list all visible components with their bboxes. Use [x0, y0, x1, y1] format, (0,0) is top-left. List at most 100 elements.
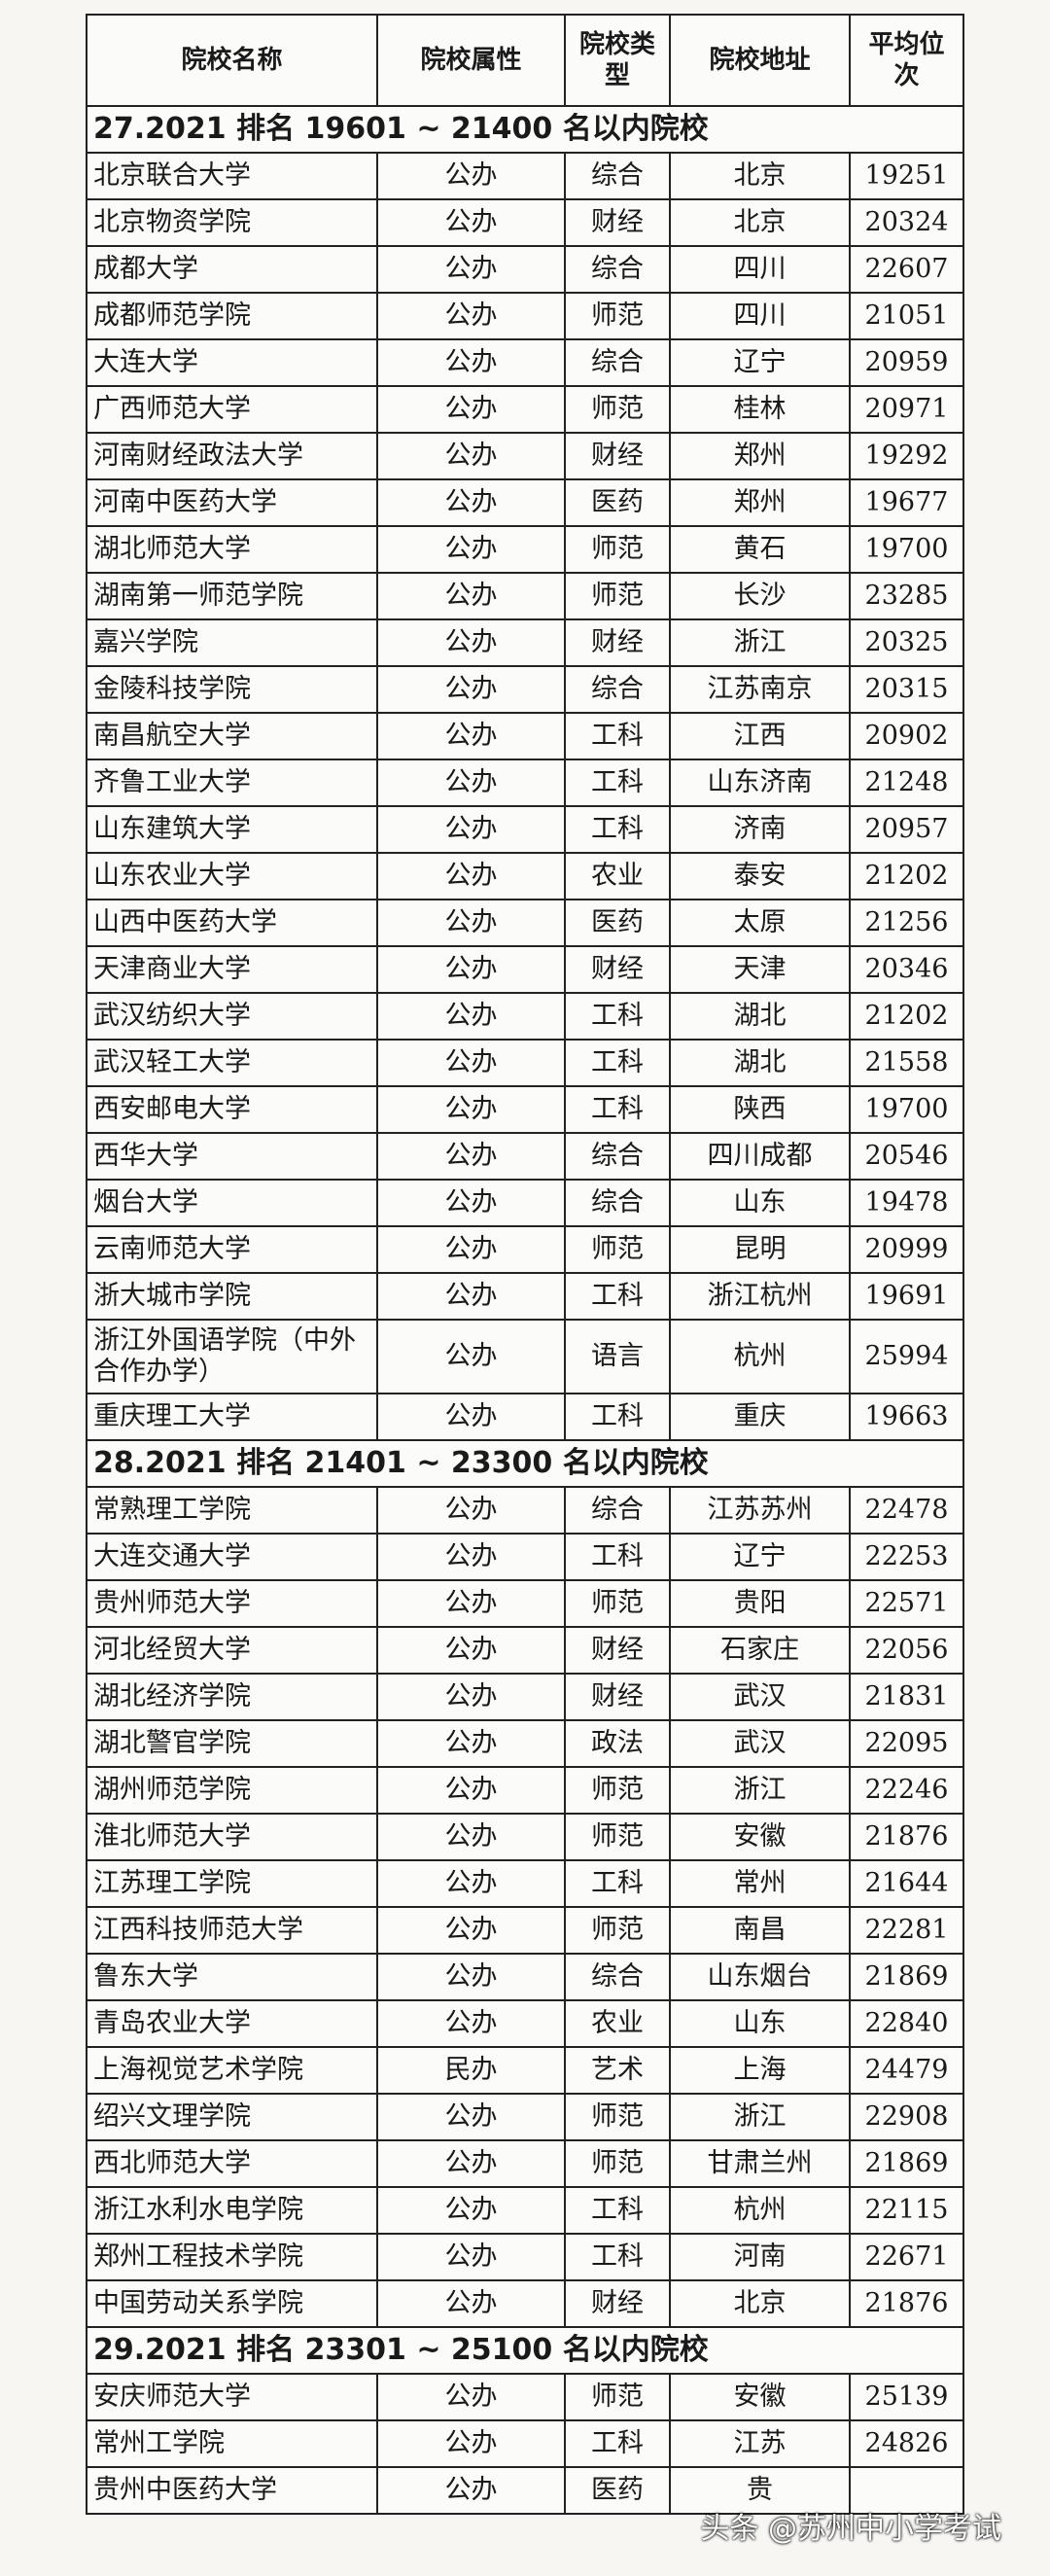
table-row: 成都大学 公办 综合 四川 22607 [86, 245, 964, 294]
table-row: 北京联合大学 公办 综合 北京 19251 [86, 152, 964, 200]
section-header-row: 29.2021 排名 23301 ~ 25100 名以内院校 [86, 2326, 964, 2375]
table-row: 西北师范大学 公办 师范 甘肃兰州 21869 [86, 2139, 964, 2188]
school-type: 工科 [564, 759, 671, 807]
column-header: 院校属性 [376, 14, 566, 107]
school-type: 医药 [564, 478, 671, 527]
column-header: 平均位次 [849, 14, 964, 107]
school-type: 工科 [564, 992, 671, 1041]
school-type: 工科 [564, 805, 671, 854]
school-location: 四川 [669, 292, 851, 340]
table-row: 江西科技师范大学 公办 师范 南昌 22281 [86, 1906, 964, 1955]
school-location: 浙江杭州 [669, 1272, 851, 1321]
school-location: 石家庄 [669, 1626, 851, 1675]
school-type: 工科 [564, 2186, 671, 2235]
school-name: 山西中医药大学 [86, 899, 378, 947]
average-rank: 21202 [849, 992, 964, 1041]
average-rank: 22607 [849, 245, 964, 294]
school-location: 甘肃兰州 [669, 2139, 851, 2188]
school-name: 西安邮电大学 [86, 1085, 378, 1134]
school-name: 云南师范大学 [86, 1225, 378, 1274]
average-rank: 19663 [849, 1393, 964, 1441]
school-name: 金陵科技学院 [86, 665, 378, 714]
average-rank: 21876 [849, 2279, 964, 2328]
average-rank: 20999 [849, 1225, 964, 1274]
school-name: 湖北师范大学 [86, 525, 378, 574]
average-rank: 21051 [849, 292, 964, 340]
school-name: 武汉轻工大学 [86, 1039, 378, 1087]
school-name: 安庆师范大学 [86, 2373, 378, 2421]
school-name: 山东农业大学 [86, 852, 378, 900]
school-ownership: 公办 [376, 245, 566, 294]
school-type: 师范 [564, 1225, 671, 1274]
school-name: 西北师范大学 [86, 2139, 378, 2188]
school-type: 师范 [564, 385, 671, 434]
table-row: 淮北师范大学 公办 师范 安徽 21876 [86, 1813, 964, 1861]
school-name: 烟台大学 [86, 1179, 378, 1227]
average-rank: 22056 [849, 1626, 964, 1675]
school-type: 工科 [564, 1039, 671, 1087]
school-name: 绍兴文理学院 [86, 2093, 378, 2141]
school-name: 上海视觉艺术学院 [86, 2046, 378, 2095]
table-row: 南昌航空大学 公办 工科 江西 20902 [86, 712, 964, 760]
table-row: 西安邮电大学 公办 工科 陕西 19700 [86, 1085, 964, 1134]
school-ownership: 公办 [376, 1626, 566, 1675]
school-ownership: 公办 [376, 1486, 566, 1535]
school-type: 师范 [564, 525, 671, 574]
table-row: 湖北师范大学 公办 师范 黄石 19700 [86, 525, 964, 574]
average-rank: 20971 [849, 385, 964, 434]
school-ownership: 公办 [376, 1319, 566, 1394]
school-location: 太原 [669, 899, 851, 947]
school-ownership: 民办 [376, 2046, 566, 2095]
school-name: 湖北警官学院 [86, 1719, 378, 1768]
table-row: 河北经贸大学 公办 财经 石家庄 22056 [86, 1626, 964, 1675]
school-type: 财经 [564, 1673, 671, 1721]
school-name: 鲁东大学 [86, 1953, 378, 2001]
school-ownership: 公办 [376, 2186, 566, 2235]
average-rank: 25994 [849, 1319, 964, 1394]
school-location: 湖北 [669, 1039, 851, 1087]
school-ownership: 公办 [376, 759, 566, 807]
table-row: 嘉兴学院 公办 财经 浙江 20325 [86, 618, 964, 667]
school-location: 浙江 [669, 618, 851, 667]
school-name: 湖北经济学院 [86, 1673, 378, 1721]
average-rank: 22281 [849, 1906, 964, 1955]
table-row: 烟台大学 公办 综合 山东 19478 [86, 1179, 964, 1227]
average-rank: 22671 [849, 2233, 964, 2281]
average-rank: 21202 [849, 852, 964, 900]
school-type: 工科 [564, 1393, 671, 1441]
school-ownership: 公办 [376, 385, 566, 434]
average-rank: 24479 [849, 2046, 964, 2095]
school-name: 贵州师范大学 [86, 1579, 378, 1628]
school-ownership: 公办 [376, 2373, 566, 2421]
school-location: 郑州 [669, 478, 851, 527]
average-rank: 20546 [849, 1132, 964, 1181]
school-type: 工科 [564, 2233, 671, 2281]
school-location: 四川成都 [669, 1132, 851, 1181]
school-ownership: 公办 [376, 1179, 566, 1227]
school-type: 师范 [564, 2093, 671, 2141]
school-type: 艺术 [564, 2046, 671, 2095]
school-ownership: 公办 [376, 1225, 566, 1274]
school-location: 武汉 [669, 1719, 851, 1768]
school-location: 四川 [669, 245, 851, 294]
watermark: 头条 @苏州中小学考试 [700, 2512, 1001, 2546]
average-rank: 22840 [849, 1999, 964, 2048]
school-location: 杭州 [669, 2186, 851, 2235]
average-rank: 19700 [849, 525, 964, 574]
school-name: 青岛农业大学 [86, 1999, 378, 2048]
school-type: 财经 [564, 432, 671, 480]
average-rank: 19691 [849, 1272, 964, 1321]
table-row: 金陵科技学院 公办 综合 江苏南京 20315 [86, 665, 964, 714]
school-type: 医药 [564, 2466, 671, 2515]
school-ownership: 公办 [376, 1859, 566, 1908]
table-row: 武汉轻工大学 公办 工科 湖北 21558 [86, 1039, 964, 1087]
school-type: 师范 [564, 1813, 671, 1861]
school-location: 贵阳 [669, 1579, 851, 1628]
average-rank: 21869 [849, 2139, 964, 2188]
table-row: 浙江外国语学院（中外合作办学） 公办 语言 杭州 25994 [86, 1319, 964, 1394]
school-ownership: 公办 [376, 1393, 566, 1441]
school-ownership: 公办 [376, 1132, 566, 1181]
school-type: 工科 [564, 1272, 671, 1321]
average-rank: 20346 [849, 945, 964, 994]
school-name: 浙大城市学院 [86, 1272, 378, 1321]
